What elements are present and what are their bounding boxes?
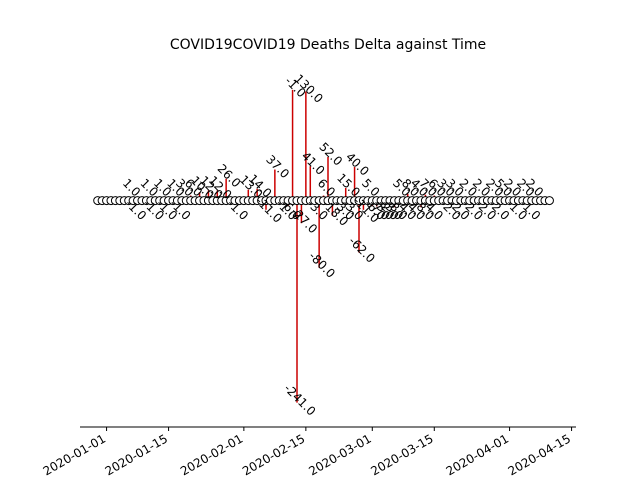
- x-tick-label: 2020-02-15: [240, 431, 307, 478]
- stem-marker: [544, 196, 554, 206]
- data-label: 37.0: [263, 152, 292, 181]
- data-labels: 1.0-1.01.0-1.01.0-1.01.0-1.03.06.010.012…: [120, 72, 546, 419]
- data-label: -62.0: [346, 234, 378, 266]
- x-tick-label: 2020-03-01: [306, 431, 373, 478]
- stem-markers: [93, 196, 554, 206]
- x-tick-label: 2020-04-01: [444, 431, 511, 478]
- x-tick-label: 2020-01-01: [41, 431, 108, 478]
- x-tick-label: 2020-03-15: [368, 431, 435, 478]
- x-tick-label: 2020-04-15: [506, 431, 573, 478]
- stem-lines: [127, 89, 533, 403]
- chart-title: COVID19COVID19 Deaths Delta against Time: [170, 37, 486, 53]
- data-label: -241.0: [281, 381, 318, 418]
- data-label: -80.0: [306, 249, 338, 281]
- x-tick-label: 2020-02-01: [178, 431, 245, 478]
- x-tick-label: 2020-01-15: [103, 431, 170, 478]
